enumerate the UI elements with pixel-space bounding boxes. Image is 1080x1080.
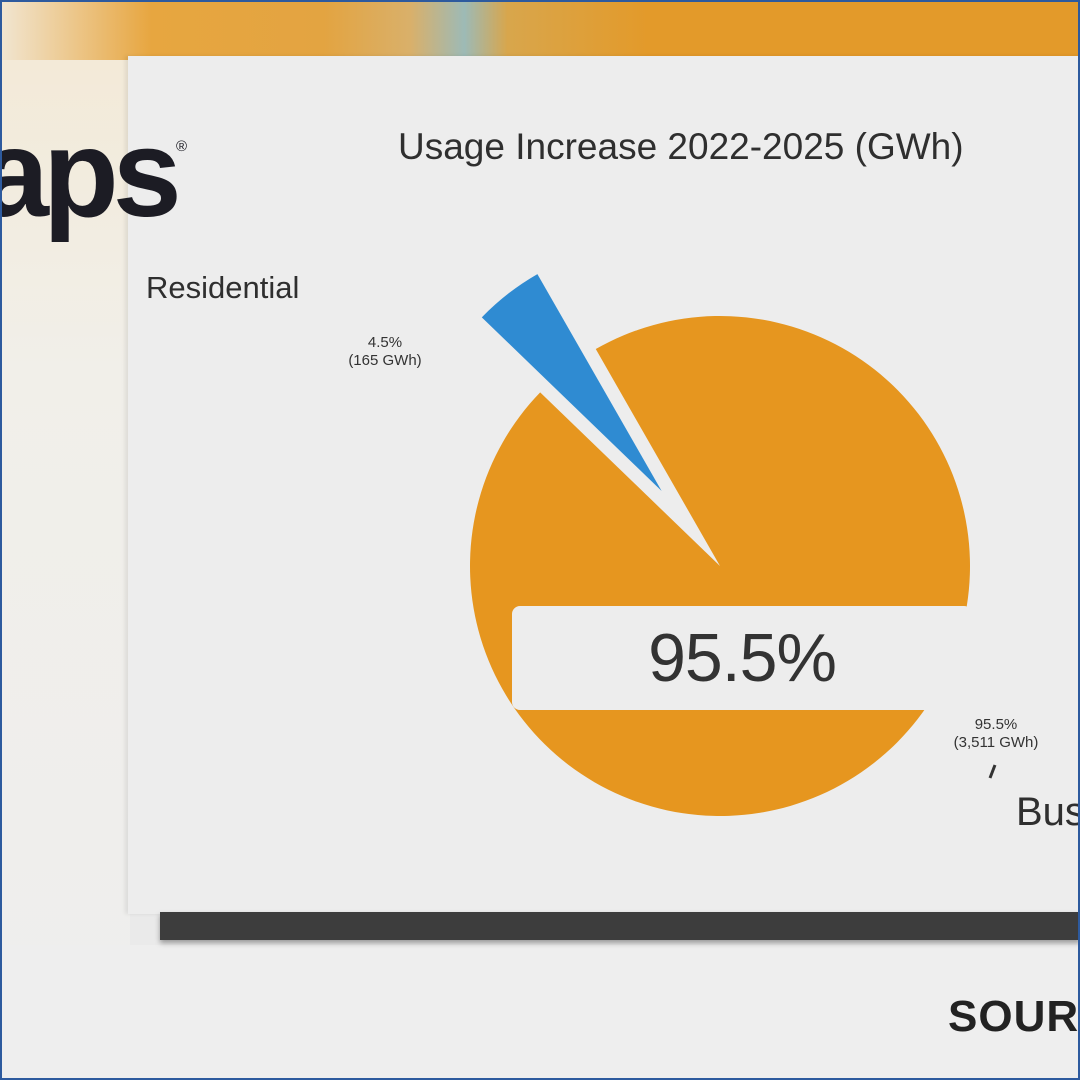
chart-title: Usage Increase 2022-2025 (GWh) xyxy=(398,126,964,167)
source-heading: SOUR xyxy=(948,992,1080,1041)
data-label-residential: 4.5% (165 GWh) xyxy=(322,334,448,370)
top-header-band xyxy=(0,0,1080,60)
category-label-residential: Residential xyxy=(146,270,300,305)
data-label-bus-gwh: (3,511 GWh) xyxy=(953,734,1039,751)
data-label-residential-gwh: (165 GWh) xyxy=(348,352,422,369)
footer-area xyxy=(0,945,1080,1080)
leader-line xyxy=(988,764,997,779)
pie-slice-residential xyxy=(481,274,662,492)
center-percentage: 95.5% xyxy=(648,620,837,696)
divider-bar xyxy=(160,912,1080,940)
aps-logo: aps xyxy=(0,105,182,243)
registered-mark: ® xyxy=(176,138,188,155)
data-label-bus: 95.5% (3,511 GWh) xyxy=(930,716,1062,752)
data-label-bus-percent: 95.5% xyxy=(974,716,1018,733)
pie-slice-bus xyxy=(470,315,971,816)
left-side-strip xyxy=(0,60,130,1080)
center-label-backdrop xyxy=(512,606,972,710)
category-label-bus: Bus xyxy=(1016,790,1080,834)
data-label-residential-percent: 4.5% xyxy=(367,334,403,351)
